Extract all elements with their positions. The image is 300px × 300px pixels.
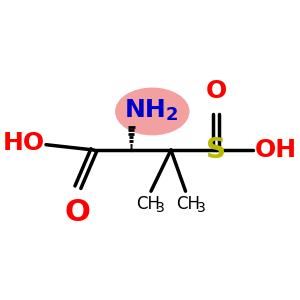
Text: O: O bbox=[65, 198, 91, 227]
Text: 3: 3 bbox=[196, 201, 205, 215]
Text: S: S bbox=[206, 136, 226, 164]
Text: 2: 2 bbox=[166, 106, 178, 124]
Ellipse shape bbox=[115, 88, 190, 135]
Text: NH: NH bbox=[125, 98, 166, 122]
Text: CH: CH bbox=[136, 195, 160, 213]
Text: 3: 3 bbox=[156, 201, 165, 215]
Text: CH: CH bbox=[176, 195, 200, 213]
Text: O: O bbox=[206, 80, 227, 103]
Text: OH: OH bbox=[255, 138, 297, 162]
Text: HO: HO bbox=[3, 131, 45, 155]
